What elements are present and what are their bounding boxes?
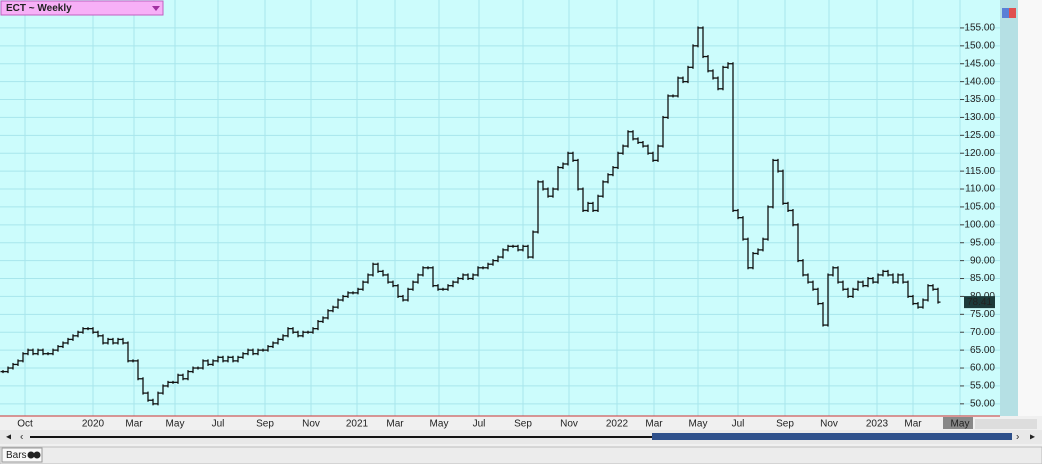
- y-tick-label: 85.00: [970, 273, 995, 284]
- y-tick-label: 140.00: [964, 76, 995, 87]
- bars-tab-label: Bars: [6, 450, 27, 461]
- side-strip: [1000, 0, 1018, 416]
- scroll-button[interactable]: ◂: [6, 432, 11, 443]
- tab-icon: [27, 451, 35, 459]
- scroll-button[interactable]: ▸: [1030, 432, 1035, 443]
- y-tick-label: 155.00: [964, 23, 995, 34]
- x-tick-label: Oct: [17, 419, 33, 430]
- x-tick-label: Nov: [302, 419, 320, 430]
- x-tick-label: Nov: [820, 419, 838, 430]
- x-tick-label: 2020: [82, 419, 105, 430]
- y-tick-label: 90.00: [970, 255, 995, 266]
- y-tick-label: 130.00: [964, 112, 995, 123]
- y-tick-label: 75.00: [970, 309, 995, 320]
- x-tick-label: May: [689, 419, 708, 430]
- x-axis-edge: [943, 417, 973, 429]
- y-tick-label: 60.00: [970, 363, 995, 374]
- x-tick-label: Jul: [212, 419, 225, 430]
- plot-area: [0, 0, 1000, 416]
- last-price-box: [964, 296, 995, 309]
- x-tick-label: Jul: [732, 419, 745, 430]
- x-tick-label: Jul: [473, 419, 486, 430]
- y-tick-label: 150.00: [964, 40, 995, 51]
- y-tick-label: 135.00: [964, 94, 995, 105]
- y-tick-label: 115.00: [965, 166, 995, 177]
- y-tick-label: 105.00: [964, 202, 995, 213]
- side-button[interactable]: [1009, 8, 1016, 18]
- y-tick-label: 145.00: [964, 58, 995, 69]
- x-tick-label: Mar: [386, 419, 404, 430]
- x-tick-label: 2023: [866, 419, 889, 430]
- y-tick-label: 50.00: [970, 398, 995, 409]
- x-tick-label: May: [430, 419, 449, 430]
- x-tick-label: Sep: [256, 419, 274, 430]
- margin: [1018, 0, 1042, 416]
- bottom-bar: [0, 446, 1042, 464]
- y-tick-label: 70.00: [970, 327, 995, 338]
- y-tick-label: 95.00: [970, 237, 995, 248]
- x-tick-label: 2021: [346, 419, 369, 430]
- x-tick-label: 2022: [606, 419, 629, 430]
- x-tick-label: May: [951, 419, 970, 430]
- scroll-button[interactable]: ›: [1016, 432, 1019, 443]
- y-tick-label: 55.00: [970, 381, 995, 392]
- bars-tab[interactable]: [1, 447, 43, 463]
- last-price-label: 78.41: [967, 297, 992, 308]
- x-tick-label: Mar: [645, 419, 663, 430]
- y-tick-label: 125.00: [964, 130, 995, 141]
- y-tick-label: 65.00: [970, 345, 995, 356]
- y-tick-label: 120.00: [964, 148, 995, 159]
- x-tick-label: May: [166, 419, 185, 430]
- y-tick-label: 110.00: [965, 184, 995, 195]
- scroll-button[interactable]: ‹: [20, 432, 23, 443]
- x-tick-label: Mar: [125, 419, 143, 430]
- x-tick-label: Mar: [904, 419, 922, 430]
- chart-title: ECT ~ Weekly: [6, 3, 72, 14]
- tab-icon: [33, 451, 41, 459]
- dropdown-arrow: [152, 6, 160, 11]
- y-tick-label: 100.00: [964, 219, 995, 230]
- x-tick-label: Nov: [560, 419, 578, 430]
- zoom-buttons[interactable]: [975, 419, 1037, 429]
- x-tick-label: Sep: [776, 419, 794, 430]
- x-tick-label: Sep: [514, 419, 532, 430]
- symbol-dropdown[interactable]: [0, 0, 164, 16]
- scroll-thumb[interactable]: [652, 433, 1012, 440]
- side-button[interactable]: [1002, 8, 1009, 18]
